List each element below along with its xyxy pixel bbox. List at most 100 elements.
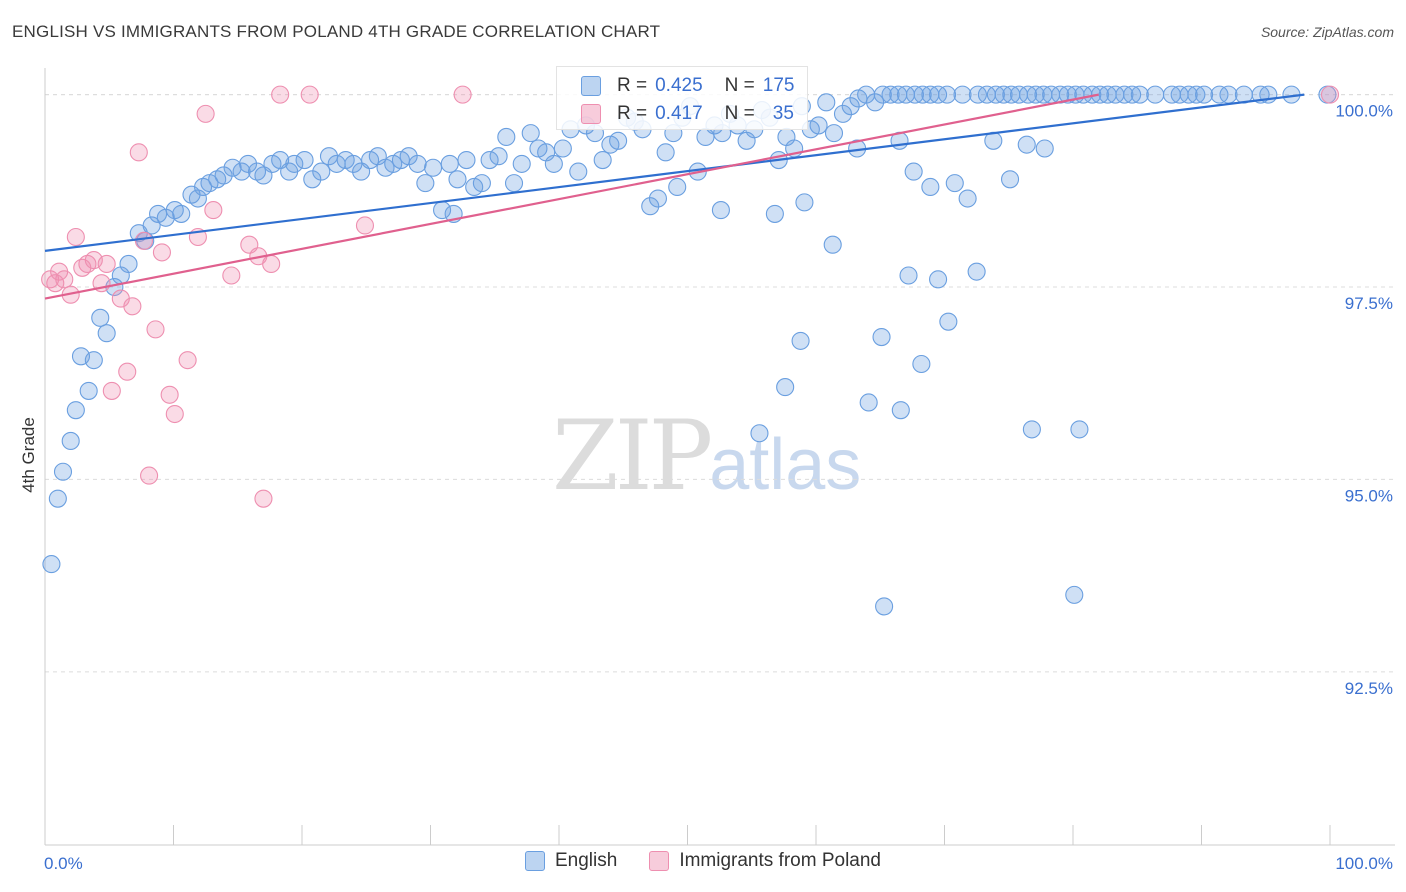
point-english — [1065, 585, 1084, 604]
trendline-poland — [44, 93, 1099, 300]
point-poland — [160, 385, 179, 404]
y-tick-label: 100.0% — [1335, 102, 1393, 121]
point-english — [312, 162, 331, 181]
point-english — [872, 328, 891, 347]
point-english — [875, 597, 894, 616]
point-english — [929, 270, 948, 289]
legend-item-english[interactable]: English — [524, 850, 617, 872]
point-poland — [123, 297, 142, 316]
point-english — [873, 85, 892, 104]
poland-stat-swatch — [581, 104, 601, 124]
point-english — [905, 85, 924, 104]
point-english — [480, 150, 499, 170]
point-poland — [204, 201, 223, 220]
point-poland — [254, 489, 273, 508]
point-english — [448, 170, 467, 189]
point-english — [891, 401, 910, 420]
point-english — [188, 189, 207, 208]
point-english — [809, 116, 828, 135]
legend-swatch-english — [524, 851, 545, 871]
point-poland — [355, 216, 375, 235]
point-english — [504, 174, 524, 193]
y-tick-label: 97.5% — [1345, 294, 1393, 313]
point-english — [1083, 85, 1102, 104]
english-r-value: 0.425 — [655, 75, 703, 96]
point-english — [904, 162, 923, 181]
point-english — [91, 308, 110, 327]
y-tick-label: 95.0% — [1345, 486, 1393, 505]
point-poland — [55, 270, 74, 289]
point-english — [1017, 135, 1036, 154]
point-english — [1195, 85, 1214, 104]
point-english — [424, 158, 443, 177]
point-english — [1130, 85, 1149, 104]
english-stat-swatch — [581, 76, 601, 96]
point-english — [817, 93, 836, 112]
point-english — [440, 154, 459, 173]
point-english — [711, 201, 730, 220]
y-axis-label: 4th Grade — [19, 417, 38, 493]
point-english — [648, 189, 667, 208]
point-english — [1000, 170, 1020, 189]
point-english — [544, 154, 563, 173]
point-poland — [1320, 85, 1340, 104]
point-english — [776, 378, 795, 397]
point-english — [1026, 85, 1045, 104]
point-english — [48, 489, 67, 508]
point-english — [84, 351, 103, 370]
point-english — [859, 393, 878, 412]
point-english — [142, 216, 161, 235]
point-english — [521, 124, 540, 143]
point-english — [609, 131, 628, 150]
point-english — [97, 324, 116, 343]
point-poland — [102, 381, 121, 400]
point-english — [833, 104, 853, 123]
point-english — [1146, 85, 1165, 104]
point-english — [1187, 85, 1206, 104]
point-english — [994, 85, 1013, 104]
point-poland — [300, 85, 319, 104]
poland-n-label: N = — [724, 103, 755, 124]
stats-row-english: R = 0.425 N = 175 — [581, 75, 794, 97]
legend-item-poland[interactable]: Immigrants from Poland — [649, 850, 881, 872]
watermark-atlas: atlas — [709, 425, 862, 505]
point-poland — [262, 254, 281, 273]
point-english — [1018, 85, 1038, 104]
english-r-label: R = — [617, 75, 648, 96]
point-english — [824, 124, 844, 143]
point-english — [641, 197, 660, 216]
stats-box: R = 0.425 N = 175 R = 0.417 N = 35 — [556, 66, 808, 130]
chart-title: ENGLISH VS IMMIGRANTS FROM POLAND 4TH GR… — [12, 22, 661, 41]
point-english — [958, 189, 977, 208]
point-poland — [453, 85, 472, 104]
point-poland — [97, 254, 116, 273]
point-english — [791, 331, 810, 350]
point-english — [512, 154, 531, 173]
point-poland — [152, 243, 171, 262]
point-english — [489, 147, 508, 166]
english-n-label: N = — [724, 75, 755, 96]
y-tick-label: 92.5% — [1345, 679, 1393, 698]
point-english — [1219, 85, 1238, 104]
point-english — [953, 85, 972, 104]
legend: English Immigrants from Poland — [0, 850, 1406, 872]
source-label: Source: ZipAtlas.com — [1260, 24, 1394, 40]
point-english — [53, 462, 73, 481]
point-english — [986, 85, 1005, 104]
x-tick-label: 100.0% — [1335, 854, 1393, 873]
point-english — [881, 85, 900, 104]
point-english — [913, 85, 932, 104]
point-english — [841, 97, 860, 116]
point-english — [823, 235, 842, 254]
point-english — [42, 555, 61, 574]
point-english — [939, 312, 958, 331]
point-poland — [134, 231, 153, 250]
point-poland — [222, 266, 241, 285]
point-poland — [140, 466, 159, 485]
legend-label-poland: Immigrants from Poland — [679, 850, 881, 871]
point-english — [119, 254, 138, 273]
point-english — [416, 174, 435, 193]
poland-n-value: 35 — [772, 103, 794, 124]
point-english — [223, 158, 242, 177]
